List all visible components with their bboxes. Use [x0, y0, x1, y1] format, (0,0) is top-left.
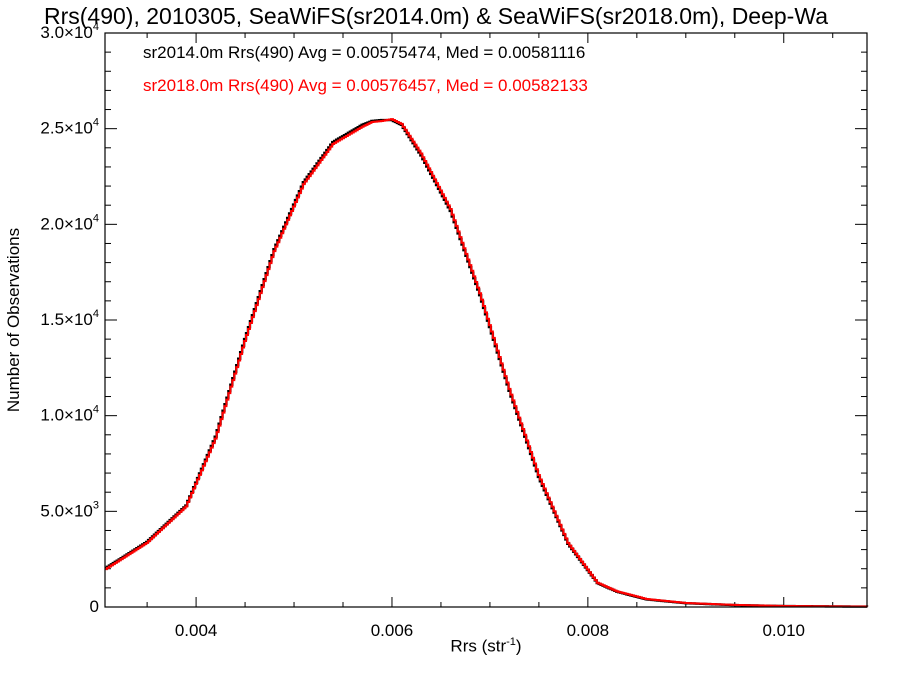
y-tick-mantissa: 2.5×10 — [40, 119, 92, 138]
y-tick-mantissa: 2.0×10 — [40, 214, 92, 233]
x-axis-label-close: ) — [515, 636, 522, 656]
axis-ticks: 0.004 0.006 0.008 0.01005.0×1031.0×1041.5×1… — [40, 21, 867, 640]
y-tick-label: 0 — [90, 597, 99, 616]
y-tick-label: 1.5×104 — [40, 308, 99, 329]
y-tick-mantissa: 5.0×10 — [40, 501, 92, 520]
y-tick-label: 2.5×104 — [40, 117, 99, 138]
chart-title: Rrs(490), 2010305, SeaWiFS(sr2014.0m) & … — [44, 3, 828, 29]
x-tick-label: 0.006 — [371, 621, 414, 640]
y-tick-mantissa: 1.0×10 — [40, 406, 92, 425]
x-axis-label-main: Rrs (str — [450, 636, 507, 656]
y-tick-exponent: 4 — [93, 404, 99, 416]
y-tick-exponent: 3 — [93, 499, 99, 511]
series-sr2014-line — [105, 118, 869, 608]
series-layer — [105, 118, 869, 608]
y-tick-exponent: 4 — [93, 21, 99, 33]
y-tick-mantissa: 3.0×10 — [40, 23, 92, 42]
y-tick-exponent: 4 — [93, 117, 99, 129]
y-tick-mantissa: 1.5×10 — [40, 310, 92, 329]
y-tick-exponent: 4 — [93, 308, 99, 320]
y-tick-exponent: 4 — [93, 212, 99, 224]
y-tick-label: 3.0×104 — [40, 21, 99, 42]
y-tick-label: 2.0×104 — [40, 212, 99, 233]
x-axis-label: Rrs (str-1) — [450, 636, 521, 657]
y-tick-mantissa: 0 — [90, 597, 99, 616]
y-tick-label: 1.0×104 — [40, 404, 99, 425]
series-sr2018-line — [105, 118, 868, 608]
x-axis-label-exponent: -1 — [506, 636, 516, 648]
y-tick-label: 5.0×103 — [40, 499, 99, 520]
x-tick-label: 0.004 — [175, 621, 218, 640]
y-axis-label: Number of Observations — [4, 227, 23, 413]
plot-frame — [104, 32, 868, 608]
legend-entry-1: sr2014.0m Rrs(490) Avg = 0.00575474, Med… — [143, 43, 586, 62]
x-tick-label: 0.008 — [567, 621, 610, 640]
x-tick-label: 0.010 — [762, 621, 805, 640]
legend-entry-2: sr2018.0m Rrs(490) Avg = 0.00576457, Med… — [143, 76, 588, 95]
